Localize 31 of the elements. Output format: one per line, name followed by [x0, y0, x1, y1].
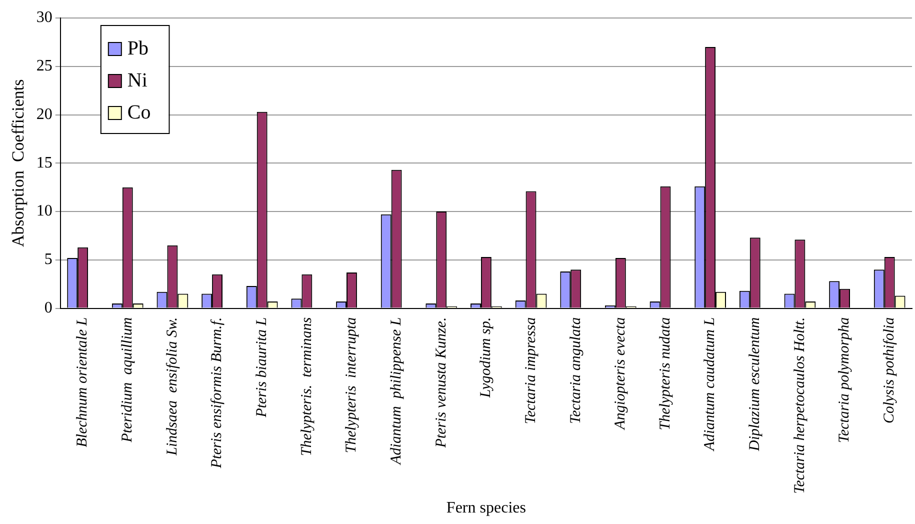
x-tick-label: Adiantum philippense L: [388, 317, 404, 466]
y-tick-label: 5: [44, 251, 52, 268]
x-tick-label: Thelypteris. terminans: [298, 317, 315, 456]
x-tick-label: Tectaria polymorpha: [836, 317, 853, 443]
x-tick-label: Lindsaea ensifolia Sw.: [164, 317, 180, 456]
x-tick-label: Pteridium aquillium: [120, 317, 136, 444]
x-tick-label: Pteris ensiformis Burm.f.: [209, 317, 226, 470]
y-tick-label: 0: [44, 299, 52, 316]
legend-label: Co: [127, 101, 151, 124]
y-tick-label: 20: [36, 106, 52, 123]
x-tick-label: Tectaria herpetocaulos Holtt.: [792, 317, 808, 494]
x-tick-label: Thelypteris interrupta: [344, 317, 360, 454]
x-tick-label: Adiantum caudatum L: [702, 317, 718, 452]
x-tick-label: Lygodium sp.: [478, 317, 494, 399]
y-axis-title: Absorption Coefficients: [8, 79, 28, 248]
x-tick-label: Colysis pothifolia: [882, 317, 898, 424]
y-tick-label: 15: [36, 154, 52, 172]
x-tick-label: Pteris biaurita L: [254, 317, 270, 418]
y-tick-label: 10: [36, 202, 52, 220]
y-tick-label: 25: [36, 58, 52, 75]
x-axis-title: Fern species: [446, 500, 526, 517]
x-tick-label: Tectaria angulata: [568, 317, 584, 424]
x-tick-label: Thelypteris nudata: [657, 317, 674, 430]
legend-label: Ni: [127, 69, 148, 92]
x-tick-label: Angiopteris evecta: [612, 317, 629, 430]
y-tick-label: 30: [36, 9, 52, 26]
x-tick-label: Pteris venusta Kunze.: [433, 317, 450, 449]
x-tick-label: Tectaria impressa: [522, 317, 539, 424]
x-tick-label: Diplazium esculentum: [747, 317, 764, 452]
legend-label: Pb: [127, 37, 149, 60]
x-tick-label: Blechnum orientale L: [74, 317, 91, 448]
